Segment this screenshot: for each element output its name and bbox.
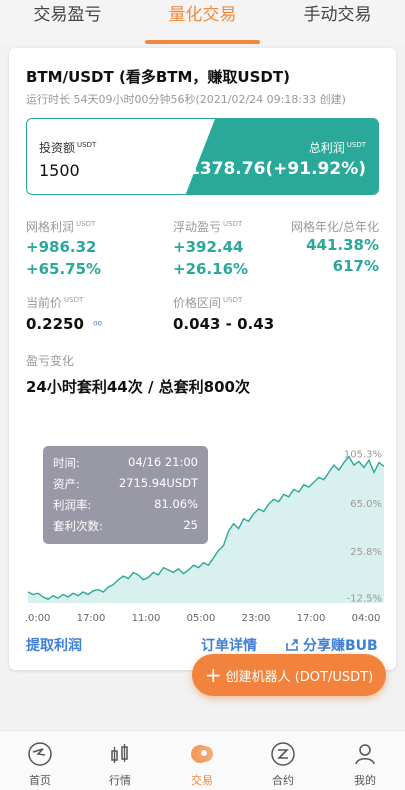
share-icon [286,639,298,651]
x-tick-label: 04:00 [352,613,381,623]
tooltip-asset-label: 资产: [53,477,80,491]
y-tick-label: 105.3% [344,450,382,461]
top-tabs: 交易盈亏 量化交易 手动交易 [0,0,405,44]
trade-icon [191,745,213,763]
tooltip-count-label: 套利次数: [53,519,103,533]
nav-profile-label: 我的 [354,774,376,787]
chart-tooltip: 时间: 04/16 21:00 资产: 2715.94USDT 利润率: 81.… [43,446,208,544]
share-link-label: 分享赚BUB [303,638,378,654]
tooltip-count-value: 25 [183,518,198,532]
x-tick-label: 23:00 [242,613,271,623]
arbitrage-summary: 24小时套利44次 / 总套利800次 [26,378,250,396]
order-details-link[interactable]: 订单详情 [201,638,257,654]
tooltip-time-label: 时间: [53,456,80,470]
nav-market-label: 行情 [109,774,131,787]
create-bot-label: 创建机器人 (DOT/USDT) [225,669,374,685]
floating-pnl-pct: +26.16% [173,260,249,278]
grid-profit-value: +986.32 [26,238,97,256]
price-range-value: 0.043 - 0.43 [173,315,275,333]
nav-trade[interactable]: 交易 [172,741,232,788]
annualized-label: 网格年化/总年化 [290,220,379,234]
nav-market[interactable]: 行情 [90,741,150,788]
current-price-value: 0.2250 [26,315,84,333]
x-tick-label: 17:00 [77,613,106,623]
current-price-unit: USDT [64,296,84,304]
annualized-grid: 441.38% [306,236,379,254]
floating-pnl-label: 浮动盈亏 [173,220,222,234]
nav-contract[interactable]: 合约 [253,741,313,788]
share-link[interactable]: 分享赚BUB [285,635,378,655]
tooltip-asset-value: 2715.94USDT [118,476,198,490]
withdraw-profit-link[interactable]: 提取利润 [26,638,82,654]
contract-icon [271,742,295,766]
y-tick-label: 25.8% [350,547,382,558]
price-range-label: 价格区间 [173,296,222,310]
nav-home-label: 首页 [29,774,51,787]
grid-profit-pct: +65.75% [26,260,102,278]
nav-trade-label: 交易 [191,774,213,787]
y-tick-label: 65.0% [350,499,382,510]
bot-title: BTM/USDT (看多BTM，赚取USDT) [26,68,290,86]
tooltip-rate-label: 利润率: [53,498,92,512]
tooltip-rate-value: 81.06% [154,497,198,511]
pnl-section-label: 盈亏变化 [26,354,75,368]
create-bot-button[interactable]: + 创建机器人 (DOT/USDT) [192,654,386,696]
annualized-total: 617% [332,257,379,275]
bot-runtime: 运行时长 54天09小时00分钟56秒(2021/02/24 09:18:33 … [26,93,346,106]
total-profit-label: 总利润 [308,141,345,155]
y-tick-label: -12.5% [347,594,382,605]
x-tick-label: 05:00 [187,613,216,623]
investment-summary: 投资额 USDT 1500 总利润 USDT +1378.76(+91.92%) [26,118,379,195]
investment-unit: USDT [77,141,97,149]
home-icon [28,742,52,766]
price-range-unit: USDT [223,296,243,304]
current-price-label: 当前价 [26,296,63,310]
nav-contract-label: 合约 [272,774,294,787]
nav-profile[interactable]: 我的 [335,741,395,788]
pnl-chart[interactable]: 105.3% 65.0% 25.8% -12.5% 10:00 17:00 11:00 05:… [26,408,386,623]
tooltip-time-value: 04/16 21:00 [128,455,198,469]
total-profit-unit: USDT [346,141,366,149]
bottom-nav: 首页 行情 交易 合约 我的 [0,730,405,790]
refresh-icon[interactable]: ⁰⁰ [93,319,102,332]
x-tick-label: 11:00 [132,613,161,623]
tab-manual-trading[interactable]: 手动交易 [303,5,372,25]
market-icon [111,744,128,763]
profile-icon [355,744,375,765]
floating-pnl-value: +392.44 [173,238,244,256]
total-profit-value: +1378.76(+91.92%) [173,159,366,179]
investment-label: 投资额 [39,141,76,155]
chart-area [28,456,384,603]
tab-trade-pnl[interactable]: 交易盈亏 [33,5,102,25]
grid-profit-label: 网格利润 [26,220,75,234]
profit-background [185,119,378,194]
tab-quant-trading[interactable]: 量化交易 [135,0,270,44]
chart-line [27,455,385,601]
plus-icon: + [204,663,222,687]
bot-detail-card: BTM/USDT (看多BTM，赚取USDT) 运行时长 54天09小时00分钟… [9,48,396,670]
grid-profit-unit: USDT [76,220,96,228]
investment-value: 1500 [39,161,80,180]
x-tick-label: 17:00 [297,613,326,623]
nav-home[interactable]: 首页 [10,741,70,788]
floating-pnl-unit: USDT [223,220,243,228]
x-tick-label: 10:00 [26,613,50,623]
